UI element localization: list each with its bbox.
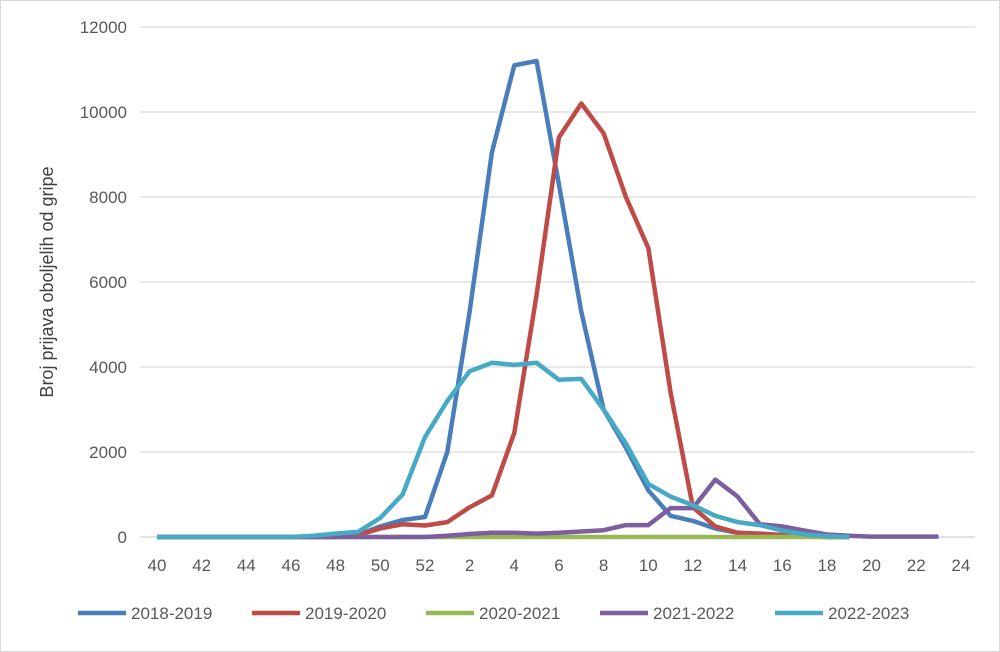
x-tick-label: 24 <box>951 556 970 575</box>
x-tick-label: 14 <box>728 556 747 575</box>
x-tick-label: 20 <box>862 556 881 575</box>
legend-label: 2019-2020 <box>305 604 386 623</box>
y-tick-label: 6000 <box>89 273 127 292</box>
x-tick-label: 44 <box>237 556 256 575</box>
x-tick-label: 48 <box>326 556 345 575</box>
series-line-2019-2020 <box>157 101 850 540</box>
x-tick-label: 40 <box>148 556 167 575</box>
x-tick-label: 18 <box>817 556 836 575</box>
x-tick-label: 4 <box>510 556 519 575</box>
legend-label: 2020-2021 <box>479 604 560 623</box>
y-tick-label: 8000 <box>89 188 127 207</box>
x-tick-label: 46 <box>282 556 301 575</box>
legend-label: 2018-2019 <box>131 604 212 623</box>
series-line-2022-2023 <box>157 360 850 540</box>
x-tick-label: 8 <box>599 556 608 575</box>
y-tick-label: 12000 <box>80 18 127 37</box>
x-tick-label: 50 <box>371 556 390 575</box>
series-line-2021-2022 <box>157 477 939 540</box>
x-tick-label: 10 <box>639 556 658 575</box>
legend-label: 2022-2023 <box>828 604 909 623</box>
x-tick-label: 2 <box>465 556 474 575</box>
x-tick-label: 16 <box>773 556 792 575</box>
x-tick-label: 22 <box>907 556 926 575</box>
legend-label: 2021-2022 <box>653 604 734 623</box>
y-tick-label: 4000 <box>89 358 127 377</box>
x-tick-label: 52 <box>415 556 434 575</box>
x-tick-label: 12 <box>683 556 702 575</box>
y-axis-label: Broj prijava oboljelih od gripe <box>37 166 57 397</box>
x-tick-label: 42 <box>192 556 211 575</box>
x-tick-label: 6 <box>554 556 563 575</box>
y-tick-label: 0 <box>118 528 127 547</box>
y-tick-label: 10000 <box>80 103 127 122</box>
y-tick-label: 2000 <box>89 443 127 462</box>
